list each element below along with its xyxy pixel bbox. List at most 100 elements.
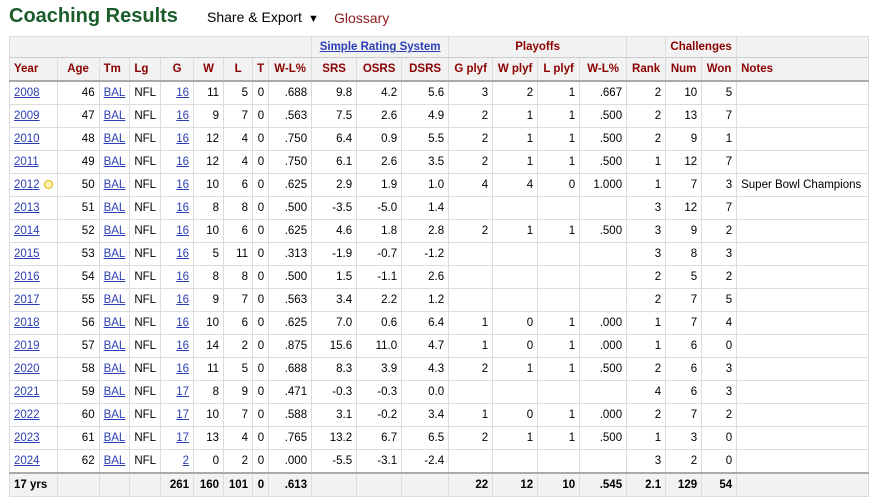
col-header-playoff-losses[interactable]: L plyf [537,57,581,82]
cell-rank: 2 [626,357,667,381]
team-link[interactable]: BAL [103,133,126,145]
year-link[interactable]: 2014 [14,225,40,237]
coaching-results-table: Simple Rating System Playoffs Challenges… [8,36,870,497]
column-header-row: Year Age Tm Lg G W L T W-L% SRS OSRS DSRS G plyf W pl… [9,57,870,82]
col-header-age[interactable]: Age [56,57,100,82]
year-link[interactable]: 2018 [14,317,40,329]
year-link[interactable]: 2019 [14,340,40,352]
year-link[interactable]: 2020 [14,363,40,375]
games-link[interactable]: 17 [176,409,190,421]
cell-wins: 10 [193,403,225,427]
cell-win-pct: .500 [268,265,313,289]
cell-notes [736,426,870,450]
games-link[interactable]: 16 [176,110,190,122]
team-link[interactable]: BAL [103,386,126,398]
year-link[interactable]: 2008 [14,87,40,99]
cell-win-pct: .750 [268,150,313,174]
cell-rank: 1 [626,311,667,335]
team-link[interactable]: BAL [103,294,126,306]
team-link[interactable]: BAL [103,110,126,122]
col-header-osrs[interactable]: OSRS [356,57,403,82]
games-link[interactable]: 16 [176,294,190,306]
cell-osrs: 2.6 [356,150,403,174]
year-link[interactable]: 2012 [14,179,40,191]
table-row: 2014 52 BAL NFL 16 10 6 0.625 4.6 1.8 2.8 2 1 1.500 3 9… [9,219,870,243]
team-link[interactable]: BAL [103,455,126,467]
col-header-games[interactable]: G [160,57,195,82]
cell-wins: 8 [193,380,225,404]
col-header-dsrs[interactable]: DSRS [401,57,450,82]
year-link[interactable]: 2022 [14,409,40,421]
year-link[interactable]: 2011 [14,156,39,168]
cell-losses: 5 [223,80,254,105]
team-link[interactable]: BAL [103,363,126,375]
year-link[interactable]: 2016 [14,271,40,283]
year-link[interactable]: 2017 [14,294,40,306]
cell-challenge-num: 10 [665,80,703,105]
col-header-win-pct[interactable]: W-L% [268,57,313,82]
team-link[interactable]: BAL [103,248,126,260]
games-link[interactable]: 17 [176,432,190,444]
games-link[interactable]: 16 [176,340,190,352]
year-link[interactable]: 2024 [14,455,40,467]
team-link[interactable]: BAL [103,202,126,214]
year-link[interactable]: 2013 [14,202,40,214]
cell-team: BAL [98,265,131,289]
col-header-notes[interactable]: Notes [736,57,870,82]
team-link[interactable]: BAL [103,317,126,329]
col-header-team[interactable]: Tm [98,57,131,82]
col-header-wins[interactable]: W [193,57,225,82]
cell-srs: 13.2 [311,426,358,450]
team-link[interactable]: BAL [103,340,126,352]
games-link[interactable]: 16 [176,133,190,145]
glossary-link[interactable]: Glossary [334,10,390,26]
games-link[interactable]: 16 [176,225,190,237]
year-link[interactable]: 2021 [14,386,40,398]
team-link[interactable]: BAL [103,179,126,191]
games-link[interactable]: 2 [182,455,190,467]
games-link[interactable]: 16 [176,271,190,283]
col-header-losses[interactable]: L [223,57,254,82]
col-header-challenge-num[interactable]: Num [665,57,703,82]
cell-losses: 7 [223,288,254,312]
table-row: 2012 50 BAL NFL 16 10 6 0.625 2.9 1.9 1.0 4 4 0 1.000 1… [9,173,870,197]
cell-age: 49 [56,150,100,174]
games-link[interactable]: 16 [176,248,190,260]
cell-age: 57 [56,334,100,358]
col-header-playoff-win-pct[interactable]: W-L% [579,57,628,82]
col-header-rank[interactable]: Rank [626,57,667,82]
cell-playoff-wins [492,242,539,266]
team-link[interactable]: BAL [103,225,126,237]
col-header-ties[interactable]: T [252,57,270,82]
games-link[interactable]: 17 [176,386,190,398]
col-header-srs[interactable]: SRS [311,57,358,82]
share-export-menu[interactable]: Share & Export ▼ [207,9,319,25]
col-header-year[interactable]: Year [9,57,58,82]
cell-losses: 4 [223,127,254,151]
team-link[interactable]: BAL [103,87,126,99]
cell-ties: 0 [252,196,270,220]
table-row: 2021 59 BAL NFL 17 8 9 0.471 -0.3 -0.3 0.0 4 6 3 [9,380,870,404]
games-link[interactable]: 16 [176,202,190,214]
table-row: 2020 58 BAL NFL 16 11 5 0.688 8.3 3.9 4.3 2 1 1.500 2 6… [9,357,870,381]
col-header-league[interactable]: Lg [129,57,162,82]
year-link[interactable]: 2009 [14,110,40,122]
col-header-playoff-games[interactable]: G plyf [448,57,494,82]
cell-games: 16 [160,242,195,266]
col-header-challenge-won[interactable]: Won [701,57,738,82]
year-link[interactable]: 2023 [14,432,40,444]
games-link[interactable]: 16 [176,317,190,329]
team-link[interactable]: BAL [103,409,126,421]
games-link[interactable]: 16 [176,87,190,99]
games-link[interactable]: 16 [176,363,190,375]
team-link[interactable]: BAL [103,156,126,168]
team-link[interactable]: BAL [103,432,126,444]
cell-playoff-games: 1 [448,403,494,427]
year-link[interactable]: 2010 [14,133,40,145]
games-link[interactable]: 16 [176,156,190,168]
srs-group-link[interactable]: Simple Rating System [319,41,441,53]
col-header-playoff-wins[interactable]: W plyf [492,57,539,82]
team-link[interactable]: BAL [103,271,126,283]
games-link[interactable]: 16 [176,179,190,191]
year-link[interactable]: 2015 [14,248,40,260]
